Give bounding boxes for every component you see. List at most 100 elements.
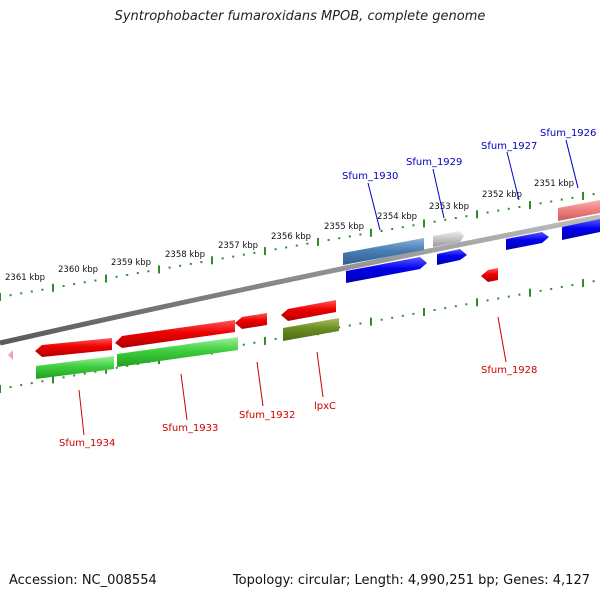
minor-tick — [465, 215, 468, 218]
scale-label-2360: 2360 kbp — [58, 265, 98, 275]
minor-tick — [401, 314, 404, 317]
label-sfum-1929[interactable]: Sfum_1929 — [406, 157, 462, 168]
major-tick — [529, 288, 531, 297]
scale-label-2357: 2357 kbp — [218, 241, 258, 251]
gene-sfum-1926-pink[interactable] — [558, 200, 600, 221]
minor-tick — [444, 307, 447, 310]
minor-tick — [306, 242, 309, 245]
minor-tick — [433, 309, 436, 311]
major-tick — [52, 283, 54, 292]
minor-tick — [391, 316, 394, 319]
label-sfum-1928[interactable]: Sfum_1928 — [481, 365, 537, 376]
gene-sfum-1929[interactable] — [437, 249, 467, 265]
callout-line-sfum-1933 — [180, 373, 188, 421]
minor-tick — [592, 193, 595, 196]
minor-tick — [412, 224, 415, 227]
minor-tick — [30, 382, 33, 385]
minor-tick — [560, 285, 563, 288]
minor-tick — [73, 374, 76, 377]
minor-tick — [380, 229, 383, 232]
minor-tick — [200, 261, 203, 264]
major-tick — [529, 201, 531, 210]
gene-sfum-1933-green[interactable] — [117, 337, 238, 367]
minor-tick — [126, 274, 129, 276]
minor-tick — [327, 239, 330, 241]
minor-tick — [242, 343, 245, 346]
minor-tick — [115, 275, 118, 278]
gene-sfum-1928[interactable] — [481, 268, 498, 282]
callout-line-sfum-1934 — [78, 389, 85, 436]
scale-label-2359: 2359 kbp — [111, 258, 151, 268]
major-tick — [158, 265, 160, 274]
minor-tick — [539, 202, 542, 205]
minor-tick — [253, 251, 256, 254]
major-tick — [264, 247, 266, 256]
label-sfum-1933[interactable]: Sfum_1933 — [162, 423, 218, 434]
minor-tick — [338, 237, 341, 240]
minor-tick — [391, 228, 394, 230]
minor-tick — [179, 264, 182, 267]
callout-line-sfum-1926 — [565, 139, 579, 189]
minor-tick — [83, 281, 86, 284]
minor-tick — [115, 366, 118, 369]
minor-tick — [550, 287, 553, 290]
major-tick — [0, 385, 1, 393]
gene-sfum-1930-steel[interactable] — [343, 238, 424, 265]
gene-sfum-1927[interactable] — [506, 232, 549, 250]
callout-line-sfum-1929 — [432, 168, 445, 219]
gene-lpxc[interactable] — [281, 300, 336, 321]
label-sfum-1926[interactable]: Sfum_1926 — [540, 128, 596, 139]
minor-tick — [571, 284, 574, 286]
gene-sfum-1930[interactable] — [346, 257, 427, 283]
gene-sfum-1934[interactable] — [35, 338, 112, 357]
gene-partial-left[interactable] — [8, 350, 13, 360]
minor-tick — [73, 283, 76, 286]
label-sfum-1930[interactable]: Sfum_1930 — [342, 171, 398, 182]
minor-tick — [401, 226, 404, 229]
minor-tick — [168, 266, 171, 269]
minor-tick — [444, 218, 447, 221]
minor-tick — [30, 290, 33, 293]
minor-tick — [497, 297, 500, 300]
minor-tick — [253, 341, 256, 344]
minor-tick — [465, 303, 468, 306]
minor-tick — [274, 337, 277, 340]
label-sfum-1927[interactable]: Sfum_1927 — [481, 141, 537, 152]
minor-tick — [62, 376, 65, 379]
major-tick — [423, 308, 425, 316]
outer-scale-ticks — [0, 191, 595, 301]
gene-sfum-1933[interactable] — [115, 320, 235, 348]
gene-labels-top: Sfum_1930 Sfum_1929 Sfum_1927 Sfum_1926 — [342, 128, 596, 182]
minor-tick — [9, 386, 12, 389]
minor-tick — [359, 233, 362, 236]
minor-tick — [189, 262, 192, 265]
gene-sfum-1929-gray[interactable] — [433, 231, 464, 247]
scale-labels: 2361 kbp 2360 kbp 2359 kbp 2358 kbp 2357… — [5, 179, 574, 283]
major-tick — [105, 274, 107, 283]
scale-label-2354: 2354 kbp — [377, 212, 417, 222]
major-tick — [423, 219, 425, 228]
minor-tick — [295, 244, 298, 247]
gene-sfum-1934-green[interactable] — [36, 356, 114, 379]
callout-line-lpxc — [316, 351, 324, 398]
scale-label-2361: 2361 kbp — [5, 273, 45, 283]
minor-tick — [539, 289, 542, 292]
minor-tick — [507, 207, 510, 210]
minor-tick — [518, 293, 521, 296]
label-lpxc[interactable]: lpxC — [314, 401, 336, 412]
scale-label-2353: 2353 kbp — [429, 202, 469, 212]
major-tick — [370, 317, 372, 326]
callout-line-sfum-1927 — [506, 151, 520, 201]
gene-sfum-1926[interactable] — [562, 219, 600, 240]
minor-tick — [126, 364, 129, 367]
callout-line-sfum-1932 — [256, 361, 264, 407]
map-title: Syntrophobacter fumaroxidans MPOB, compl… — [114, 9, 486, 24]
callout-lines — [78, 139, 579, 436]
major-tick — [0, 293, 1, 301]
gene-sfum-1932[interactable] — [235, 313, 267, 329]
minor-tick — [348, 235, 351, 238]
label-sfum-1934[interactable]: Sfum_1934 — [59, 438, 115, 449]
gene-lpxc-olive[interactable] — [283, 318, 339, 341]
label-sfum-1932[interactable]: Sfum_1932 — [239, 410, 295, 421]
